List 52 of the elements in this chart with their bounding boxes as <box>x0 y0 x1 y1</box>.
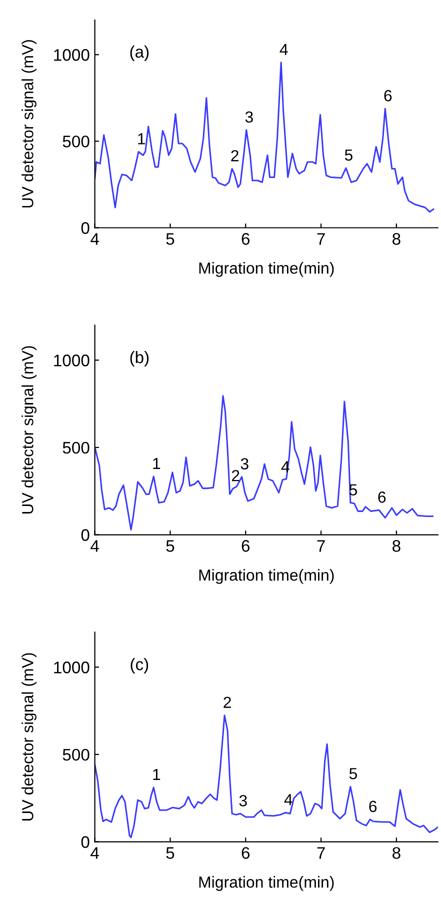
annotation: 5 <box>349 768 357 780</box>
y-axis-title: UV detector signal (mV) <box>22 346 36 514</box>
x-tick-label: 4 <box>90 233 99 245</box>
annotation: 6 <box>369 800 377 812</box>
x-tick-label: 8 <box>392 233 400 245</box>
x-axis-title: Migration time(min) <box>199 262 334 277</box>
x-tick-label: 4 <box>90 847 99 859</box>
annotation: (c) <box>130 658 148 674</box>
y-tick-label: 1000 <box>54 49 90 61</box>
x-tick-label: 8 <box>392 540 400 552</box>
line-series <box>94 714 438 838</box>
x-tick-label: 5 <box>166 233 174 245</box>
x-tick-label: 6 <box>242 847 250 859</box>
annotation: (a) <box>130 46 149 62</box>
annotation: 2 <box>231 150 238 162</box>
annotation: 2 <box>224 696 231 708</box>
y-tick-label: 1000 <box>54 662 90 674</box>
annotation: 1 <box>153 458 160 469</box>
annotation: 6 <box>378 492 386 503</box>
x-tick-label: 6 <box>242 233 250 245</box>
y-tick-label: 0 <box>81 222 90 234</box>
annotation: 3 <box>239 795 247 806</box>
annotation: 3 <box>245 111 253 123</box>
x-axis-title: Migration time(min) <box>199 876 334 891</box>
x-tick-label: 5 <box>166 540 174 552</box>
annotation: (b) <box>130 350 149 367</box>
y-tick-label: 0 <box>81 836 90 848</box>
annotation: 4 <box>280 44 288 55</box>
y-tick-label: 500 <box>62 748 90 761</box>
y-axis-title: UV detector signal (mV) <box>22 653 36 821</box>
annotation: 1 <box>138 133 145 144</box>
y-axis-title: UV detector signal (mV) <box>22 40 36 208</box>
annotation: 5 <box>344 150 352 161</box>
x-tick-label: 7 <box>317 233 325 245</box>
line-series <box>94 62 434 213</box>
annotation: 1 <box>153 768 160 780</box>
x-tick-label: 4 <box>90 540 99 552</box>
x-tick-label: 6 <box>242 540 250 552</box>
x-tick-label: 5 <box>166 847 174 859</box>
annotation: 4 <box>284 794 292 806</box>
annotation: 3 <box>240 458 248 470</box>
y-tick-label: 500 <box>62 442 90 454</box>
annotation: 2 <box>232 470 240 482</box>
x-tick-label: 8 <box>392 847 400 859</box>
annotation: 6 <box>384 90 392 102</box>
y-tick-label: 1000 <box>54 354 90 366</box>
y-tick-label: 0 <box>81 529 90 541</box>
x-axis-title: Migration time(min) <box>199 569 334 584</box>
x-tick-label: 7 <box>317 847 325 859</box>
line-series <box>94 395 434 530</box>
x-tick-label: 7 <box>317 540 325 552</box>
y-tick-label: 500 <box>62 136 90 148</box>
